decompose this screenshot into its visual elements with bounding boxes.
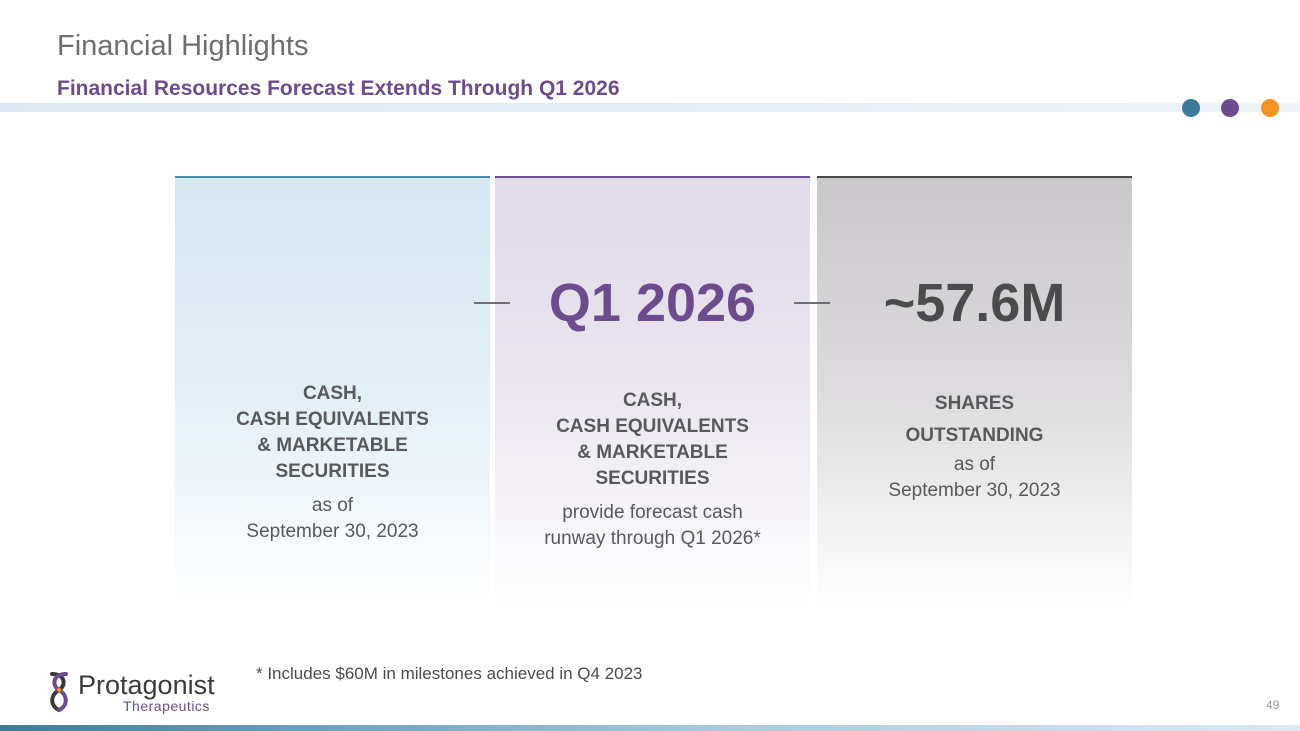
cash-heading-line-3: & MARKETABLE bbox=[257, 435, 408, 456]
cash-heading-line-2: CASH EQUIVALENTS bbox=[236, 409, 429, 430]
shares-detail-line-1: as of bbox=[953, 454, 996, 475]
runway-heading-line-1: CASH, bbox=[622, 390, 683, 411]
cash-heading-line-1: CASH, bbox=[302, 383, 363, 404]
shares-heading-line-2: OUTSTANDING bbox=[905, 425, 1044, 446]
cash-panel-label: CASH, CASH EQUIVALENTS & MARKETABLE SECU… bbox=[175, 381, 490, 545]
footnote: * Includes $60M in milestones achieved i… bbox=[256, 664, 643, 683]
logo-name: Protagonist bbox=[78, 670, 215, 700]
teal-dot-icon bbox=[1182, 99, 1200, 117]
runway-value: Q1 2026 bbox=[548, 273, 757, 333]
logo-subtitle: Therapeutics bbox=[123, 698, 210, 714]
cash-detail-line-1: as of bbox=[311, 495, 354, 516]
runway-detail-line-2: runway through Q1 2026* bbox=[544, 528, 761, 549]
shares-heading-line-1: SHARES bbox=[934, 393, 1015, 414]
cash-detail-line-2: September 30, 2023 bbox=[246, 521, 419, 542]
runway-detail-line-1: provide forecast cash bbox=[562, 502, 743, 523]
runway-heading-line-3: & MARKETABLE bbox=[577, 442, 728, 463]
shares-value: ~57.6M bbox=[883, 273, 1066, 333]
runway-panel bbox=[495, 176, 810, 608]
shares-panel bbox=[817, 176, 1132, 608]
connector-dash-right bbox=[794, 302, 830, 304]
orange-dot-icon bbox=[1261, 99, 1279, 117]
shares-detail-line-2: September 30, 2023 bbox=[888, 480, 1061, 501]
runway-panel-label: CASH, CASH EQUIVALENTS & MARKETABLE SECU… bbox=[495, 388, 810, 552]
purple-dot-icon bbox=[1221, 99, 1239, 117]
slide-subtitle: Financial Resources Forecast Extends Thr… bbox=[57, 77, 620, 100]
slide-title: Financial Highlights bbox=[57, 30, 309, 62]
runway-heading-line-2: CASH EQUIVALENTS bbox=[556, 416, 749, 437]
shares-panel-label: SHARES OUTSTANDING as of September 30, 2… bbox=[817, 388, 1132, 504]
connector-dash-left bbox=[474, 302, 510, 304]
logo-mark-icon bbox=[50, 672, 68, 712]
footer-band bbox=[0, 725, 1300, 731]
page-number: 49 bbox=[1266, 698, 1280, 712]
cash-heading-line-4: SECURITIES bbox=[275, 461, 390, 482]
runway-heading-line-4: SECURITIES bbox=[595, 468, 710, 489]
header-band bbox=[0, 103, 1300, 112]
cash-panel bbox=[175, 176, 490, 608]
